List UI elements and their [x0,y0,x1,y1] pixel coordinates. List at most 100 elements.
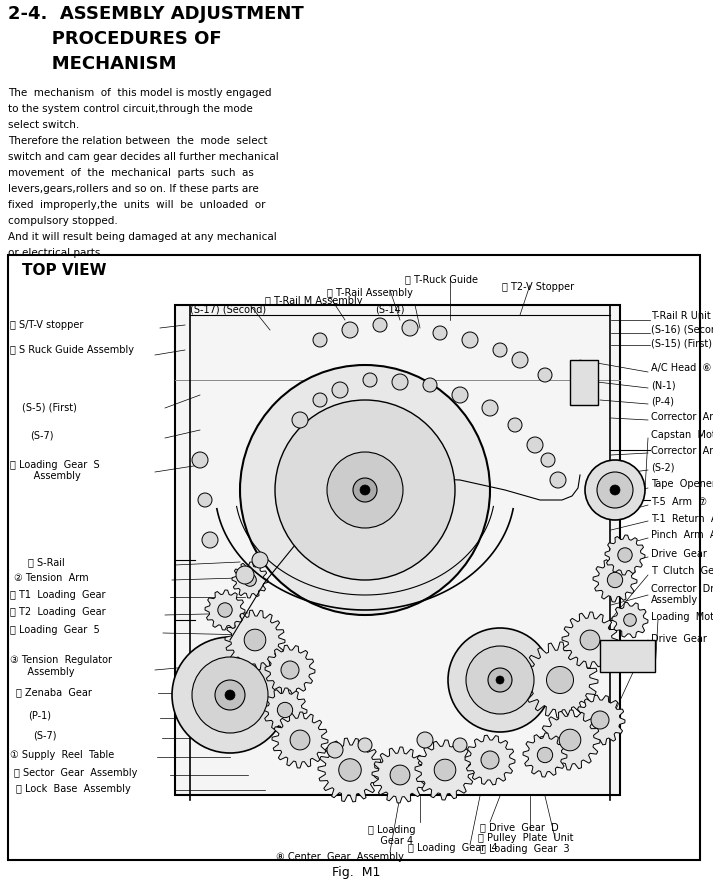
Text: Assembly: Assembly [18,667,74,677]
Text: A/C Head  ⑥: A/C Head ⑥ [651,363,712,373]
Circle shape [373,318,387,332]
Text: or electrical parts.: or electrical parts. [8,248,104,258]
Circle shape [392,374,408,390]
Circle shape [448,628,552,732]
Circle shape [591,711,609,729]
Text: T  Clutch  Gear  ㉑: T Clutch Gear ㉑ [651,565,713,575]
Circle shape [198,493,212,507]
Circle shape [363,373,377,387]
Polygon shape [415,740,475,800]
Text: levers,gears,rollers and so on. If these parts are: levers,gears,rollers and so on. If these… [8,184,259,194]
Text: Loading  Motor  Unit  ⑰: Loading Motor Unit ⑰ [651,612,713,622]
Text: ⑳ Drive  Gear  D: ⑳ Drive Gear D [480,822,559,832]
Text: ⑧ Center  Gear  Assembly: ⑧ Center Gear Assembly [276,852,404,862]
Text: Therefore the relation between  the  mode  select: Therefore the relation between the mode … [8,136,267,146]
Text: MECHANISM: MECHANISM [8,55,177,73]
Text: (S-16) (Second): (S-16) (Second) [651,325,713,335]
Text: ㉜ T2  Loading  Gear: ㉜ T2 Loading Gear [10,607,106,617]
Text: (S-17) (Second): (S-17) (Second) [190,304,266,314]
Text: ㊵ T-Rail M Assembly: ㊵ T-Rail M Assembly [265,296,362,306]
Text: Corrector  Arm  B&C  ⑨: Corrector Arm B&C ⑨ [651,446,713,456]
Circle shape [327,452,403,528]
Polygon shape [265,645,315,695]
Circle shape [607,572,622,588]
Text: ① Supply  Reel  Table: ① Supply Reel Table [10,750,114,760]
Circle shape [546,666,573,694]
Text: Drive  Gear  A  ⑱: Drive Gear A ⑱ [651,548,713,558]
Circle shape [313,333,327,347]
Text: (S-7): (S-7) [30,430,53,440]
Bar [175,305,620,795]
Text: ㉕ Sector  Gear  Assembly: ㉕ Sector Gear Assembly [14,768,138,778]
Text: 2-4.  ASSEMBLY ADJUSTMENT: 2-4. ASSEMBLY ADJUSTMENT [8,5,304,23]
Circle shape [360,485,370,495]
Text: Corrector  Drive  Arm  ⑪: Corrector Drive Arm ⑪ [651,583,713,593]
Text: switch and cam gear decides all further mechanical: switch and cam gear decides all further … [8,152,279,162]
Text: ㉝ T2-V Stopper: ㉝ T2-V Stopper [502,282,574,292]
Circle shape [538,747,553,763]
Text: (S-2): (S-2) [651,463,674,473]
Circle shape [538,368,552,382]
Circle shape [541,453,555,467]
Circle shape [353,478,377,502]
Text: ㉗ T-Rail Assembly: ㉗ T-Rail Assembly [327,288,413,298]
Circle shape [192,452,208,468]
Text: ㉟ Loading  Gear  S: ㉟ Loading Gear S [10,460,100,470]
Circle shape [585,460,645,520]
Circle shape [275,400,455,580]
Polygon shape [263,688,307,732]
Circle shape [481,751,499,769]
Circle shape [482,400,498,416]
Text: ㉛ T1  Loading  Gear: ㉛ T1 Loading Gear [10,590,106,600]
Circle shape [466,646,534,714]
Text: select switch.: select switch. [8,120,79,130]
Text: The  mechanism  of  this model is mostly engaged: The mechanism of this model is mostly en… [8,88,272,98]
Text: PROCEDURES OF: PROCEDURES OF [8,30,222,48]
Text: Fig.  M1: Fig. M1 [332,866,380,879]
Circle shape [559,730,581,751]
Text: ㉚ Loading  Gear  5: ㉚ Loading Gear 5 [10,625,100,635]
Polygon shape [318,739,382,802]
Circle shape [358,738,372,752]
Circle shape [527,437,543,453]
Text: Corrector  Arm  A  ⑩: Corrector Arm A ⑩ [651,412,713,422]
Circle shape [342,322,358,338]
Text: ㊱ S Ruck Guide Assembly: ㊱ S Ruck Guide Assembly [10,345,134,355]
Text: Drive  Gear  C  ⑲: Drive Gear C ⑲ [651,633,713,643]
Polygon shape [372,747,428,803]
Circle shape [290,730,310,750]
Polygon shape [575,695,625,745]
Text: (S-5) (First): (S-5) (First) [22,403,77,413]
Text: (N-1): (N-1) [651,381,676,391]
Circle shape [580,630,600,650]
Text: ⑮ Loading  Gear  3: ⑮ Loading Gear 3 [480,844,570,854]
Circle shape [453,738,467,752]
Circle shape [332,382,348,398]
Circle shape [493,343,507,357]
Circle shape [277,703,292,718]
Text: (S-15) (First): (S-15) (First) [651,338,712,348]
Circle shape [192,657,268,733]
Text: TOP VIEW: TOP VIEW [22,263,106,278]
Text: Gear 4: Gear 4 [371,836,413,846]
Circle shape [423,378,437,392]
Circle shape [240,365,490,615]
Circle shape [339,759,361,781]
Text: (S-7): (S-7) [33,730,56,740]
Text: (S-14): (S-14) [375,304,404,314]
Text: ㊳ Zenaba  Gear: ㊳ Zenaba Gear [16,687,92,697]
Polygon shape [593,558,637,602]
Circle shape [462,332,478,348]
Polygon shape [522,642,598,718]
Polygon shape [205,590,245,630]
Text: to the system control circuit,through the mode: to the system control circuit,through th… [8,104,252,114]
Text: ㉖ S/T-V stopper: ㉖ S/T-V stopper [10,320,83,330]
Text: And it will result being damaged at any mechanical: And it will result being damaged at any … [8,232,277,242]
Circle shape [313,393,327,407]
Circle shape [452,387,468,403]
Text: ⑬ Pulley  Plate  Unit: ⑬ Pulley Plate Unit [478,833,573,843]
Circle shape [327,742,343,758]
Circle shape [402,320,418,336]
Circle shape [236,566,254,584]
Bar [570,360,598,405]
